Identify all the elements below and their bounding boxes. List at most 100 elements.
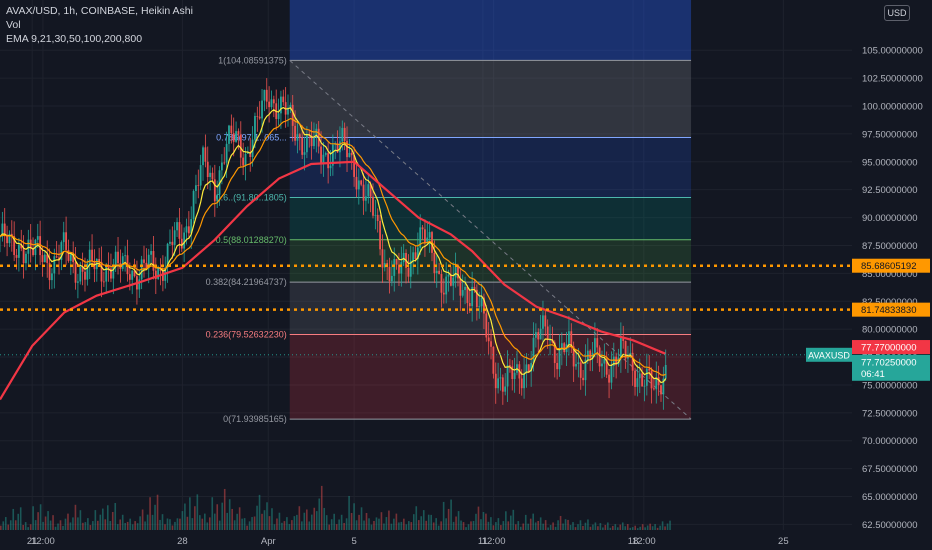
candle	[166, 242, 169, 283]
candle	[43, 250, 46, 263]
volume-bar	[465, 527, 467, 530]
volume-indicator-label[interactable]: Vol	[6, 19, 21, 31]
volume-bar	[151, 514, 154, 530]
volume-bar	[2, 521, 5, 530]
volume-bar	[22, 524, 24, 530]
candle	[251, 126, 254, 167]
volume-bar	[380, 512, 383, 530]
candle	[357, 168, 360, 205]
candle-body	[53, 256, 56, 274]
candle-body	[291, 104, 294, 126]
volume-bar	[388, 510, 390, 530]
volume-bar	[507, 521, 510, 530]
volume-bar	[273, 524, 276, 530]
candle	[579, 357, 582, 390]
volume-bar	[116, 524, 119, 530]
volume-bar	[480, 519, 482, 530]
volume-bar	[616, 527, 619, 530]
candle	[339, 126, 341, 168]
candle-body	[627, 357, 629, 359]
volume-bar	[236, 513, 238, 530]
candle-body	[655, 377, 658, 390]
candle-body	[17, 244, 20, 258]
candle-body	[204, 147, 207, 162]
volume-bar	[500, 525, 502, 530]
volume-bar	[79, 510, 82, 530]
candle	[112, 258, 115, 295]
volume-bar	[502, 521, 505, 530]
candle	[25, 251, 27, 271]
volume-bar	[634, 525, 637, 530]
candle	[350, 148, 353, 170]
price-tick-1: 102.50000000	[862, 74, 923, 85]
candle-body	[254, 115, 256, 140]
volume-bar	[266, 502, 268, 530]
candle-body	[329, 165, 332, 169]
candle	[310, 121, 313, 160]
volume-bar	[348, 495, 350, 530]
candle	[388, 257, 391, 294]
candle-body	[159, 268, 162, 271]
candle-body	[424, 229, 426, 243]
candle	[74, 246, 77, 290]
candle-body	[570, 331, 573, 347]
volume-bar	[97, 520, 99, 530]
fib-label-0.5: 0.5(88.01288270)	[216, 235, 287, 245]
candle-body	[372, 196, 374, 216]
candle	[641, 367, 644, 387]
candle-body	[388, 266, 391, 282]
volume-bar	[395, 513, 398, 530]
fib-zone-extension	[289, 0, 692, 61]
candle-body	[636, 378, 639, 387]
candle	[617, 348, 620, 367]
volume-bar	[482, 512, 485, 530]
volume-bar	[29, 524, 32, 530]
candle	[605, 351, 608, 379]
candle	[195, 174, 197, 204]
candle	[282, 89, 285, 106]
volume-bar	[288, 524, 291, 530]
candle-body	[402, 252, 405, 263]
volume-bar	[293, 516, 296, 530]
fib-label-1: 1(104.08591375)	[218, 55, 287, 65]
candle-body	[343, 127, 346, 141]
candle-body	[124, 255, 127, 257]
volume-bar	[624, 526, 627, 530]
candle	[556, 352, 559, 380]
volume-bar	[462, 522, 465, 530]
candle-body	[478, 306, 481, 308]
candle	[653, 378, 655, 391]
volume-bar	[253, 516, 256, 530]
candle	[582, 369, 584, 386]
volume-bar	[587, 519, 589, 530]
horizontal-levels[interactable]	[0, 264, 852, 356]
candle	[102, 271, 105, 287]
candle	[275, 89, 278, 131]
volume-bar	[415, 506, 418, 530]
candle	[171, 226, 174, 259]
volume-bar	[174, 521, 176, 530]
candle	[513, 357, 516, 393]
volume-bar	[131, 524, 134, 530]
candle	[39, 220, 42, 265]
symbol-title[interactable]: AVAX/USD, 1h, COINBASE, Heikin Ashi	[6, 5, 193, 17]
price-axis[interactable]: 105.00000000 102.50000000 100.00000000 97.5…	[852, 0, 932, 550]
currency-badge[interactable]: USD	[884, 5, 910, 21]
candle	[575, 349, 577, 370]
ema-indicator-label[interactable]: EMA 9,21,30,50,100,200,800	[6, 33, 143, 45]
volume-bar	[472, 521, 475, 530]
candle-body	[544, 315, 547, 327]
candle	[490, 329, 492, 360]
volume-bar	[181, 511, 184, 530]
candle	[107, 252, 110, 282]
candle	[610, 351, 613, 390]
fibonacci-retracement[interactable]: 1(104.08591375) 0.786(97.1..065... 0.6..(9…	[206, 0, 692, 424]
volume-bar	[216, 504, 219, 530]
candle	[402, 244, 405, 267]
candle-body	[197, 185, 200, 187]
volume-bar	[69, 522, 72, 530]
candle	[180, 224, 183, 252]
candle	[192, 189, 195, 224]
